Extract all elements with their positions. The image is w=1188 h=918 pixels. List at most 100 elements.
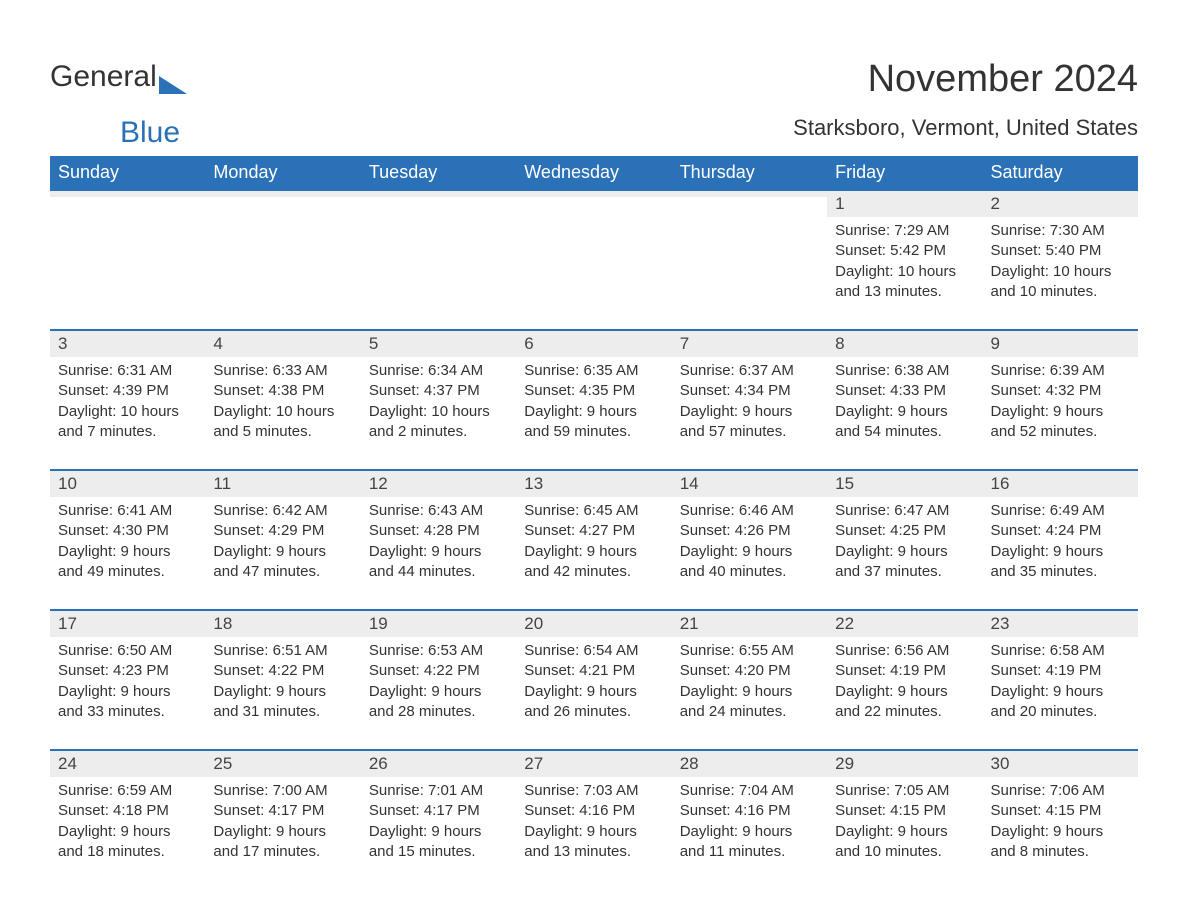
day-number: 18 — [205, 611, 360, 637]
day-number: 3 — [50, 331, 205, 357]
day-number — [672, 191, 827, 197]
day-number: 13 — [516, 471, 671, 497]
sunset-text: Sunset: 4:21 PM — [524, 661, 663, 681]
day-details: Sunrise: 6:33 AMSunset: 4:38 PMDaylight:… — [205, 357, 360, 450]
sunset-text: Sunset: 4:23 PM — [58, 661, 197, 681]
sunrise-text: Sunrise: 6:45 AM — [524, 501, 663, 521]
day-cell: 19Sunrise: 6:53 AMSunset: 4:22 PMDayligh… — [361, 610, 516, 750]
daylight-text: Daylight: 9 hours and 17 minutes. — [213, 822, 352, 863]
sunset-text: Sunset: 4:18 PM — [58, 801, 197, 821]
day-details: Sunrise: 6:45 AMSunset: 4:27 PMDaylight:… — [516, 497, 671, 590]
sunrise-text: Sunrise: 7:29 AM — [835, 221, 974, 241]
day-cell: 18Sunrise: 6:51 AMSunset: 4:22 PMDayligh… — [205, 610, 360, 750]
day-details: Sunrise: 6:43 AMSunset: 4:28 PMDaylight:… — [361, 497, 516, 590]
sunrise-text: Sunrise: 7:06 AM — [991, 781, 1130, 801]
sunset-text: Sunset: 5:42 PM — [835, 241, 974, 261]
day-number: 6 — [516, 331, 671, 357]
day-cell: 21Sunrise: 6:55 AMSunset: 4:20 PMDayligh… — [672, 610, 827, 750]
day-number: 2 — [983, 191, 1138, 217]
sunset-text: Sunset: 5:40 PM — [991, 241, 1130, 261]
sunset-text: Sunset: 4:16 PM — [524, 801, 663, 821]
sunrise-text: Sunrise: 7:00 AM — [213, 781, 352, 801]
day-number: 27 — [516, 751, 671, 777]
sunrise-text: Sunrise: 7:03 AM — [524, 781, 663, 801]
calendar-table: Sunday Monday Tuesday Wednesday Thursday… — [50, 156, 1138, 890]
day-details: Sunrise: 7:03 AMSunset: 4:16 PMDaylight:… — [516, 777, 671, 870]
daylight-text: Daylight: 9 hours and 20 minutes. — [991, 682, 1130, 723]
sunset-text: Sunset: 4:19 PM — [991, 661, 1130, 681]
sunset-text: Sunset: 4:37 PM — [369, 381, 508, 401]
day-details: Sunrise: 6:31 AMSunset: 4:39 PMDaylight:… — [50, 357, 205, 450]
day-details: Sunrise: 7:04 AMSunset: 4:16 PMDaylight:… — [672, 777, 827, 870]
day-number: 17 — [50, 611, 205, 637]
sunset-text: Sunset: 4:15 PM — [835, 801, 974, 821]
daylight-text: Daylight: 10 hours and 5 minutes. — [213, 402, 352, 443]
day-cell — [361, 190, 516, 330]
daylight-text: Daylight: 9 hours and 28 minutes. — [369, 682, 508, 723]
day-header: Thursday — [672, 156, 827, 190]
day-number: 7 — [672, 331, 827, 357]
daylight-text: Daylight: 9 hours and 22 minutes. — [835, 682, 974, 723]
sunrise-text: Sunrise: 7:04 AM — [680, 781, 819, 801]
day-header: Friday — [827, 156, 982, 190]
sunset-text: Sunset: 4:15 PM — [991, 801, 1130, 821]
day-number: 12 — [361, 471, 516, 497]
day-details: Sunrise: 6:49 AMSunset: 4:24 PMDaylight:… — [983, 497, 1138, 590]
day-cell: 6Sunrise: 6:35 AMSunset: 4:35 PMDaylight… — [516, 330, 671, 470]
sunset-text: Sunset: 4:25 PM — [835, 521, 974, 541]
day-number: 24 — [50, 751, 205, 777]
day-cell: 14Sunrise: 6:46 AMSunset: 4:26 PMDayligh… — [672, 470, 827, 610]
sunrise-text: Sunrise: 6:54 AM — [524, 641, 663, 661]
day-cell: 23Sunrise: 6:58 AMSunset: 4:19 PMDayligh… — [983, 610, 1138, 750]
daylight-text: Daylight: 9 hours and 33 minutes. — [58, 682, 197, 723]
day-cell: 11Sunrise: 6:42 AMSunset: 4:29 PMDayligh… — [205, 470, 360, 610]
day-details: Sunrise: 6:35 AMSunset: 4:35 PMDaylight:… — [516, 357, 671, 450]
sunrise-text: Sunrise: 6:34 AM — [369, 361, 508, 381]
day-cell: 20Sunrise: 6:54 AMSunset: 4:21 PMDayligh… — [516, 610, 671, 750]
month-title: November 2024 — [793, 58, 1138, 101]
sunset-text: Sunset: 4:26 PM — [680, 521, 819, 541]
day-details: Sunrise: 7:29 AMSunset: 5:42 PMDaylight:… — [827, 217, 982, 310]
day-cell: 5 Sunrise: 6:34 AMSunset: 4:37 PMDaylight… — [361, 330, 516, 470]
day-cell: 8Sunrise: 6:38 AMSunset: 4:33 PMDaylight… — [827, 330, 982, 470]
day-details: Sunrise: 6:37 AMSunset: 4:34 PMDaylight:… — [672, 357, 827, 450]
day-details: Sunrise: 6:46 AMSunset: 4:26 PMDaylight:… — [672, 497, 827, 590]
week-row: 24Sunrise: 6:59 AMSunset: 4:18 PMDayligh… — [50, 750, 1138, 890]
sunrise-text: Sunrise: 6:31 AM — [58, 361, 197, 381]
day-details: Sunrise: 6:42 AMSunset: 4:29 PMDaylight:… — [205, 497, 360, 590]
day-details: Sunrise: 6:54 AMSunset: 4:21 PMDaylight:… — [516, 637, 671, 730]
title-block: November 2024 Starksboro, Vermont, Unite… — [793, 30, 1138, 149]
day-number: 26 — [361, 751, 516, 777]
day-cell: 13Sunrise: 6:45 AMSunset: 4:27 PMDayligh… — [516, 470, 671, 610]
daylight-text: Daylight: 10 hours and 2 minutes. — [369, 402, 508, 443]
sunset-text: Sunset: 4:16 PM — [680, 801, 819, 821]
sunrise-text: Sunrise: 7:01 AM — [369, 781, 508, 801]
daylight-text: Daylight: 9 hours and 54 minutes. — [835, 402, 974, 443]
day-details: Sunrise: 7:30 AMSunset: 5:40 PMDaylight:… — [983, 217, 1138, 310]
day-number: 29 — [827, 751, 982, 777]
daylight-text: Daylight: 9 hours and 42 minutes. — [524, 542, 663, 583]
sunset-text: Sunset: 4:19 PM — [835, 661, 974, 681]
sunset-text: Sunset: 4:22 PM — [369, 661, 508, 681]
day-number: 9 — [983, 331, 1138, 357]
day-cell: 7Sunrise: 6:37 AMSunset: 4:34 PMDaylight… — [672, 330, 827, 470]
sunset-text: Sunset: 4:24 PM — [991, 521, 1130, 541]
day-number: 20 — [516, 611, 671, 637]
week-row: 10Sunrise: 6:41 AMSunset: 4:30 PMDayligh… — [50, 470, 1138, 610]
day-cell: 24Sunrise: 6:59 AMSunset: 4:18 PMDayligh… — [50, 750, 205, 890]
day-cell: 29Sunrise: 7:05 AMSunset: 4:15 PMDayligh… — [827, 750, 982, 890]
day-cell: 2Sunrise: 7:30 AMSunset: 5:40 PMDaylight… — [983, 190, 1138, 330]
day-cell: 3Sunrise: 6:31 AMSunset: 4:39 PMDaylight… — [50, 330, 205, 470]
day-number: 19 — [361, 611, 516, 637]
day-header: Saturday — [983, 156, 1138, 190]
daylight-text: Daylight: 9 hours and 15 minutes. — [369, 822, 508, 863]
day-number: 23 — [983, 611, 1138, 637]
day-number: 5 — [361, 331, 516, 357]
sunrise-text: Sunrise: 6:53 AM — [369, 641, 508, 661]
day-details: Sunrise: 6:53 AMSunset: 4:22 PMDaylight:… — [361, 637, 516, 730]
sunrise-text: Sunrise: 6:56 AM — [835, 641, 974, 661]
day-number: 8 — [827, 331, 982, 357]
sunset-text: Sunset: 4:38 PM — [213, 381, 352, 401]
daylight-text: Daylight: 9 hours and 11 minutes. — [680, 822, 819, 863]
sunset-text: Sunset: 4:29 PM — [213, 521, 352, 541]
